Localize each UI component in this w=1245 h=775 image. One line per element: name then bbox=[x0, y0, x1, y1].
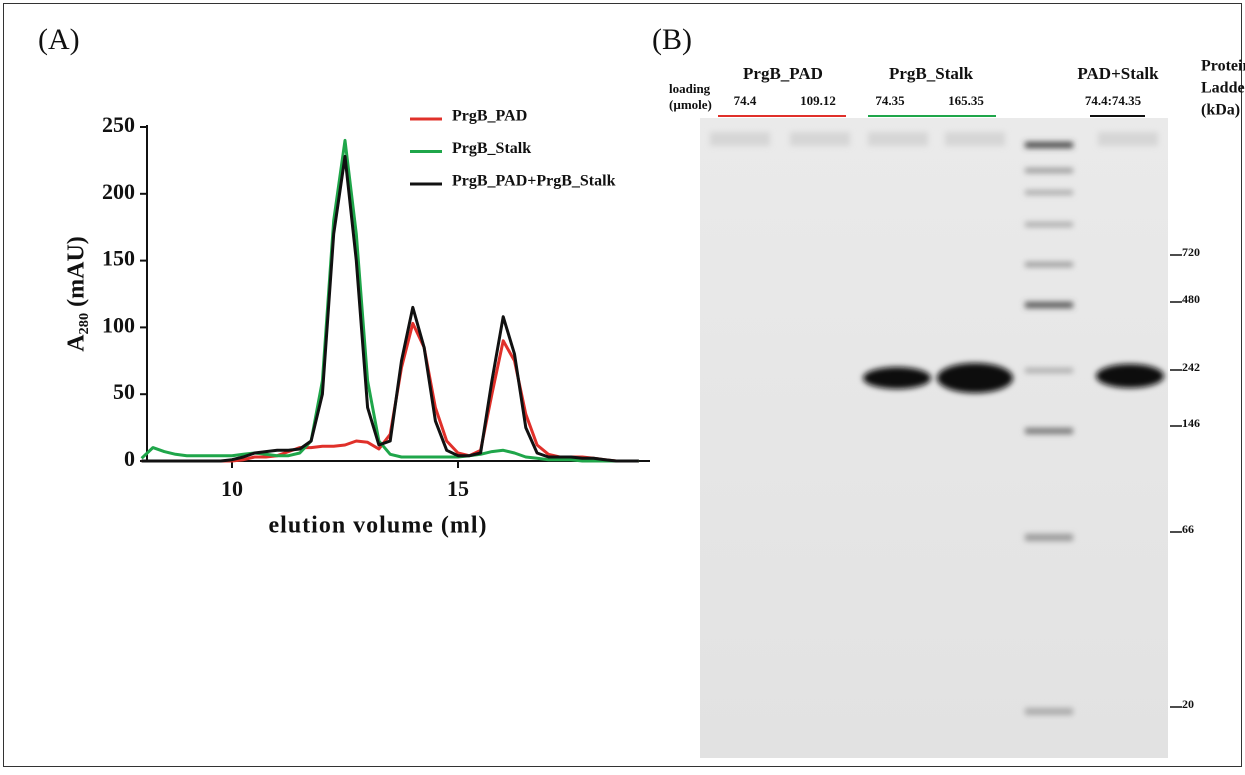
y-tick-label: 0 bbox=[124, 446, 135, 471]
ladder-band bbox=[1025, 302, 1073, 308]
group-label: PAD+Stalk bbox=[1077, 64, 1159, 83]
marker-label: 242 bbox=[1182, 360, 1200, 374]
band bbox=[937, 363, 1013, 393]
marker-label: 146 bbox=[1182, 416, 1200, 430]
ladder-band bbox=[1025, 428, 1073, 434]
y-tick-label: 50 bbox=[113, 379, 135, 404]
group-label: PrgB_Stalk bbox=[889, 64, 974, 83]
ladder-band bbox=[1025, 534, 1073, 541]
ladder-band bbox=[1025, 708, 1073, 715]
panel-label: (B) bbox=[652, 23, 692, 56]
lane-label: 74.4:74.35 bbox=[1085, 93, 1142, 108]
panel-label: (A) bbox=[38, 23, 80, 56]
legend-label: PrgB_PAD bbox=[452, 108, 527, 125]
ladder-title: Ladder bbox=[1201, 80, 1245, 97]
marker-label: 720 bbox=[1182, 245, 1200, 259]
band bbox=[863, 367, 931, 389]
ladder-band bbox=[1025, 142, 1073, 148]
x-tick-label: 10 bbox=[221, 476, 243, 501]
well bbox=[1098, 132, 1158, 146]
ladder-band bbox=[1025, 190, 1073, 195]
ladder-band bbox=[1025, 168, 1073, 173]
x-axis-label: elution volume (ml) bbox=[269, 513, 488, 539]
line-series bbox=[142, 156, 639, 461]
ladder-band bbox=[1025, 368, 1073, 373]
y-tick-label: 100 bbox=[102, 312, 135, 337]
lane-label: 74.4 bbox=[734, 93, 757, 108]
lane-label: 109.12 bbox=[800, 93, 836, 108]
loading-label: (µmole) bbox=[669, 97, 712, 112]
marker-label: 66 bbox=[1182, 522, 1194, 536]
y-axis-label: A₂₈₀ (mAU) bbox=[64, 236, 90, 352]
legend-label: PrgB_PAD+PrgB_Stalk bbox=[452, 173, 616, 190]
ladder-title: Protein bbox=[1201, 58, 1245, 75]
y-tick-label: 200 bbox=[102, 179, 135, 204]
band bbox=[1096, 364, 1164, 388]
ladder-title: (kDa) bbox=[1201, 102, 1240, 119]
lane-label: 74.35 bbox=[875, 93, 905, 108]
lane-label: 165.35 bbox=[948, 93, 984, 108]
group-label: PrgB_PAD bbox=[743, 64, 823, 83]
y-tick-label: 150 bbox=[102, 246, 135, 271]
well bbox=[710, 132, 770, 146]
y-tick-label: 250 bbox=[102, 112, 135, 137]
ladder-band bbox=[1025, 262, 1073, 267]
well bbox=[790, 132, 850, 146]
gel-image bbox=[700, 118, 1168, 758]
ladder-band bbox=[1025, 222, 1073, 227]
loading-label: loading bbox=[669, 81, 711, 96]
x-tick-label: 15 bbox=[447, 476, 469, 501]
marker-label: 480 bbox=[1182, 292, 1200, 306]
legend-label: PrgB_Stalk bbox=[452, 140, 531, 157]
well bbox=[945, 132, 1005, 146]
figure: (A) (B) elution volume (ml) A₂₈₀ (mAU) 0… bbox=[0, 0, 1245, 770]
marker-label: 20 bbox=[1182, 697, 1194, 711]
well bbox=[868, 132, 928, 146]
